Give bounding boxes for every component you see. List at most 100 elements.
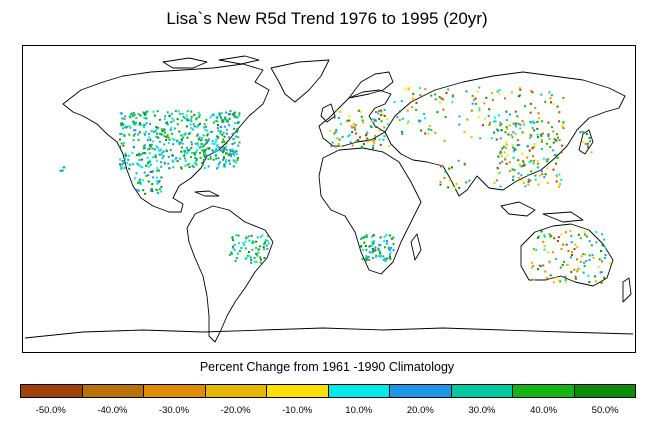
station-dot bbox=[497, 129, 500, 132]
station-dot bbox=[579, 131, 582, 134]
station-dot bbox=[149, 163, 152, 166]
station-dot bbox=[537, 162, 540, 165]
station-dot bbox=[237, 144, 240, 147]
station-dot bbox=[585, 260, 588, 262]
station-dot bbox=[181, 112, 184, 115]
station-dot bbox=[178, 141, 181, 144]
station-dot bbox=[514, 148, 517, 151]
station-dot bbox=[145, 174, 148, 177]
station-dot bbox=[546, 167, 549, 170]
station-dot bbox=[491, 98, 494, 101]
station-dot bbox=[128, 125, 131, 128]
station-dot bbox=[173, 138, 176, 141]
station-dot bbox=[127, 158, 130, 161]
station-dot bbox=[544, 270, 547, 273]
station-dot bbox=[585, 235, 588, 238]
station-dot bbox=[152, 110, 155, 113]
station-dot bbox=[536, 133, 539, 136]
station-dot bbox=[379, 128, 382, 131]
station-dot bbox=[236, 252, 239, 255]
station-dot bbox=[160, 165, 163, 168]
station-dot bbox=[534, 178, 537, 181]
station-dot bbox=[493, 116, 496, 119]
station-dot bbox=[382, 258, 385, 261]
station-dot bbox=[158, 149, 161, 152]
station-dot bbox=[201, 149, 203, 152]
station-dot bbox=[556, 240, 559, 242]
station-dot bbox=[468, 179, 471, 182]
station-dot bbox=[498, 92, 501, 95]
station-dot bbox=[374, 118, 377, 121]
station-dot bbox=[204, 128, 207, 131]
station-dot bbox=[223, 140, 226, 143]
station-dot bbox=[363, 235, 366, 238]
station-dot bbox=[580, 255, 583, 258]
station-dot bbox=[151, 147, 154, 150]
station-dot bbox=[418, 119, 421, 122]
station-dot bbox=[221, 148, 224, 151]
station-dot bbox=[148, 159, 151, 162]
station-dot bbox=[163, 131, 166, 134]
station-dot bbox=[533, 121, 536, 124]
station-dot bbox=[541, 132, 544, 135]
station-dot bbox=[537, 268, 539, 271]
station-dot bbox=[505, 126, 508, 128]
station-dot bbox=[546, 142, 548, 145]
station-dot bbox=[478, 107, 481, 110]
station-dot bbox=[534, 174, 537, 177]
station-dot bbox=[133, 113, 136, 116]
station-dot bbox=[137, 164, 140, 166]
station-dot bbox=[166, 134, 169, 137]
station-dot bbox=[382, 138, 385, 141]
station-dot bbox=[216, 120, 219, 123]
station-dot bbox=[244, 257, 247, 260]
station-dot bbox=[555, 154, 558, 157]
station-dot bbox=[188, 149, 191, 152]
station-dot bbox=[136, 188, 139, 191]
station-dot bbox=[530, 121, 533, 124]
station-dot bbox=[162, 154, 165, 157]
station-dot bbox=[180, 119, 183, 122]
station-dot bbox=[547, 121, 550, 124]
station-dot bbox=[243, 244, 246, 247]
station-dot bbox=[516, 144, 519, 147]
map-title: Lisa`s New R5d Trend 1976 to 1995 (20yr) bbox=[166, 9, 488, 28]
station-dot bbox=[388, 144, 391, 147]
station-dot bbox=[537, 235, 540, 238]
station-dot bbox=[206, 133, 209, 136]
station-dot bbox=[551, 126, 553, 129]
station-dot bbox=[482, 124, 484, 127]
station-dot bbox=[503, 151, 506, 154]
station-dot bbox=[203, 126, 206, 129]
station-dot bbox=[386, 240, 388, 242]
station-dot bbox=[382, 113, 385, 116]
station-dot bbox=[187, 119, 190, 122]
station-dot bbox=[230, 252, 233, 255]
station-dot bbox=[477, 116, 480, 119]
station-dot bbox=[353, 127, 356, 130]
station-dot bbox=[370, 120, 373, 123]
station-dot bbox=[172, 160, 175, 163]
station-dot bbox=[579, 260, 582, 263]
station-dot bbox=[374, 246, 377, 249]
legend-swatch bbox=[574, 385, 635, 397]
station-dot bbox=[507, 133, 510, 136]
station-dot bbox=[586, 142, 589, 145]
station-dot bbox=[138, 131, 141, 134]
station-dot bbox=[123, 117, 126, 120]
station-dot bbox=[598, 258, 601, 261]
station-dot bbox=[188, 162, 191, 165]
station-dot bbox=[335, 109, 338, 112]
station-dot bbox=[600, 250, 603, 252]
station-dot bbox=[156, 176, 158, 179]
station-dot bbox=[380, 120, 383, 123]
station-dot bbox=[490, 137, 493, 140]
station-dot bbox=[493, 120, 496, 123]
station-dot bbox=[604, 257, 607, 259]
station-dot bbox=[499, 137, 502, 140]
station-dot bbox=[595, 231, 598, 234]
station-dot bbox=[535, 248, 537, 251]
station-dot bbox=[62, 166, 65, 169]
station-dot bbox=[351, 126, 354, 129]
station-dot bbox=[242, 242, 245, 245]
